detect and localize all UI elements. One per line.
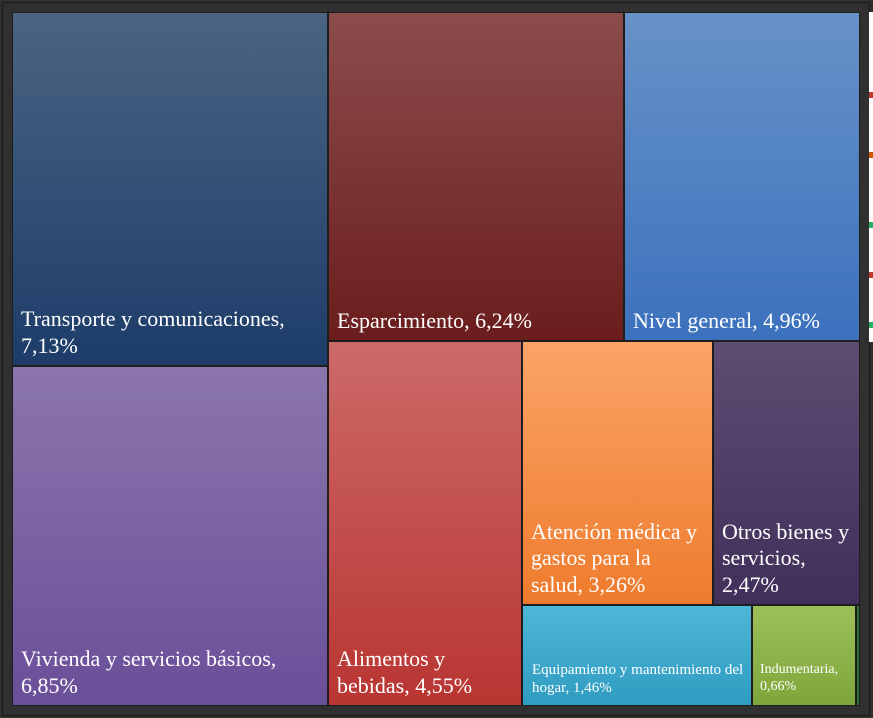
tile-label: Alimentos y bebidas, 4,55% bbox=[337, 646, 473, 698]
tile-label: Atención médica y gastos para la salud, … bbox=[531, 518, 698, 597]
tile-nivel-general: Nivel general, 4,96% bbox=[624, 12, 860, 341]
tile-label: Vivienda y servicios básicos, 6,85% bbox=[21, 646, 277, 698]
right-edge-strip bbox=[869, 12, 873, 342]
tile-label: Equipamiento y mantenimiento del hogar, … bbox=[532, 662, 744, 696]
tile-equipamiento-del-hogar: Equipamiento y mantenimiento del hogar, … bbox=[522, 605, 752, 706]
tile-label: Nivel general, 4,96% bbox=[633, 307, 820, 333]
tile-label: Esparcimiento, 6,24% bbox=[337, 307, 532, 333]
tile-sliver bbox=[856, 605, 860, 706]
tile-label: Transporte y comunicaciones, 7,13% bbox=[21, 306, 285, 358]
tile-atencion-medica: Atención médica y gastos para la salud, … bbox=[522, 341, 713, 605]
tile-label: Otros bienes y servicios, 2,47% bbox=[722, 518, 850, 597]
tile-otros-bienes-y-servicios: Otros bienes y servicios, 2,47% bbox=[713, 341, 860, 605]
tile-alimentos-y-bebidas: Alimentos y bebidas, 4,55% bbox=[328, 341, 522, 706]
tile-transporte-y-comunicaciones: Transporte y comunicaciones, 7,13% bbox=[12, 12, 328, 366]
tile-indumentaria: Indumentaria, 0,66% bbox=[752, 605, 856, 706]
tile-esparcimiento: Esparcimiento, 6,24% bbox=[328, 12, 624, 341]
tile-label: Indumentaria, 0,66% bbox=[760, 662, 839, 695]
tile-vivienda-y-servicios-basicos: Vivienda y servicios básicos, 6,85% bbox=[12, 366, 328, 706]
